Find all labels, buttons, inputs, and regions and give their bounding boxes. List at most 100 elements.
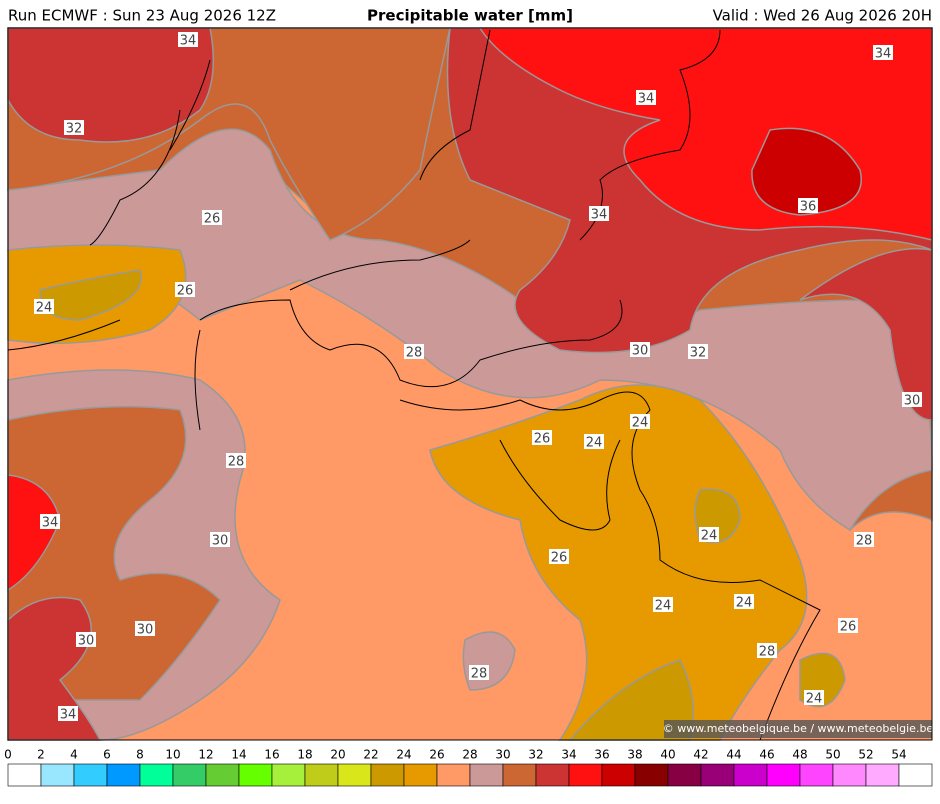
contour-label: 28: [228, 455, 245, 470]
contour-label: 32: [66, 122, 83, 137]
contour-label: 24: [655, 599, 672, 614]
field-26: [429, 384, 808, 741]
colorbar-box: [469, 763, 504, 787]
contour-label: 28: [759, 645, 776, 660]
contour-label: 26: [551, 551, 568, 566]
colorbar-box: [766, 763, 801, 787]
copyright: © www.meteobelgique.be / www.meteobelgie…: [663, 722, 934, 735]
colorbar-tick-label: 36: [594, 748, 609, 762]
colorbar: 0 2 4 6 8 10 12 14 16 18 20 22 24 26 28 30 32 34 36 38 40 42 4…: [4, 748, 933, 787]
colorbar-tick-label: 26: [429, 748, 444, 762]
contour-label-bg: [688, 344, 708, 359]
colorbar-box: [238, 763, 273, 787]
contour-label: 26: [204, 212, 221, 227]
colorbar-box: [700, 763, 735, 787]
contour-label-bg: [202, 210, 222, 225]
colorbar-box: [40, 763, 75, 787]
colorbar-tick-label: 8: [136, 748, 144, 762]
colorbar-tick-label: 38: [627, 748, 642, 762]
contour-label-bg: [76, 632, 96, 647]
contour-label: 24: [632, 416, 649, 431]
contour-label: 24: [586, 436, 603, 451]
contour-label: 24: [736, 596, 753, 611]
contour-label: 24: [701, 529, 718, 544]
contour-label: 34: [875, 47, 892, 62]
colorbar-box: [535, 763, 570, 787]
contour-label-bg: [757, 643, 777, 658]
contour-label: 26: [534, 432, 551, 447]
contour-label-bg: [798, 198, 818, 213]
contour-label: 34: [180, 34, 197, 49]
contour-label-bg: [653, 597, 673, 612]
contour-label: 30: [904, 394, 921, 409]
colorbar-box: [799, 763, 834, 787]
contour-label-bg: [34, 299, 54, 314]
contour-labels: 34 32 26 26 24 34 34 36 34 28 30 32 30 24 26 24 28 34 30 24…: [34, 32, 922, 723]
colorbar-box: [172, 763, 207, 787]
colorbar-tick-label: 52: [858, 748, 873, 762]
colorbar-tick-label: 32: [528, 748, 543, 762]
colorbar-tick-label: 4: [70, 748, 78, 762]
valid-label: Valid : Wed 26 Aug 2026 20H: [713, 7, 932, 25]
colorbar-box: [865, 763, 900, 787]
contour-label-bg: [873, 45, 893, 60]
colorbar-tick-label: 22: [363, 748, 378, 762]
colorbar-tick-label: 2: [37, 748, 45, 762]
colorbar-tick-label: 48: [792, 748, 807, 762]
colorbar-box: [304, 763, 339, 787]
contour-label: 26: [177, 284, 194, 299]
contour-label: 26: [840, 620, 857, 635]
colorbar-box: [370, 763, 405, 787]
copyright-bg: [664, 720, 932, 738]
colorbar-box: [568, 763, 603, 787]
contour-label-bg: [838, 618, 858, 633]
colorbar-box: [271, 763, 306, 787]
contour-label-bg: [549, 549, 569, 564]
contour-label-bg: [699, 527, 719, 542]
colorbar-tick-label: 20: [330, 748, 345, 762]
contour-label-bg: [404, 344, 424, 359]
colorbar-box: [73, 763, 108, 787]
colorbar-box: [898, 763, 933, 787]
colorbar-box: [403, 763, 438, 787]
colorbar-tick-label: 44: [726, 748, 741, 762]
colorbar-tick-label: 16: [264, 748, 279, 762]
colorbar-box: [832, 763, 867, 787]
contour-label-bg: [469, 665, 489, 680]
contour-label-bg: [630, 414, 650, 429]
contour-label-bg: [40, 514, 60, 529]
contour-label-bg: [64, 120, 84, 135]
colorbar-box: [733, 763, 768, 787]
contour-label-bg: [636, 90, 656, 105]
contour-label: 34: [638, 92, 655, 107]
contour-label-bg: [854, 532, 874, 547]
colorbar-box: [502, 763, 537, 787]
contour-label: 24: [36, 301, 53, 316]
contour-label-bg: [584, 434, 604, 449]
field-36: [751, 127, 862, 216]
contour-label-bg: [804, 690, 824, 705]
colorbar-tick-label: 50: [825, 748, 840, 762]
colorbar-box: [667, 763, 702, 787]
field-32: [7, 27, 215, 143]
contour-label: 34: [60, 708, 77, 723]
contour-label-bg: [135, 621, 155, 636]
colorbar-tick-label: 54: [891, 748, 906, 762]
colorbar-tick-label: 6: [103, 748, 111, 762]
colorbar-box: [436, 763, 471, 787]
colorbar-tick-label: 40: [660, 748, 675, 762]
field-32c: [799, 247, 933, 421]
contour-label: 28: [406, 346, 423, 361]
contour-label: 30: [78, 634, 95, 649]
colorbar-box: [205, 763, 240, 787]
run-label: Run ECMWF : Sun 23 Aug 2026 12Z: [8, 7, 276, 25]
colorbar-tick-label: 24: [396, 748, 411, 762]
contour-label-bg: [532, 430, 552, 445]
colorbar-tick-label: 46: [759, 748, 774, 762]
colorbar-tick-label: 30: [495, 748, 510, 762]
contour-label-bg: [902, 392, 922, 407]
colorbar-tick-label: 0: [4, 748, 12, 762]
colorbar-box: [337, 763, 372, 787]
map-title: Precipitable water [mm]: [367, 7, 573, 25]
contour-label-bg: [734, 594, 754, 609]
